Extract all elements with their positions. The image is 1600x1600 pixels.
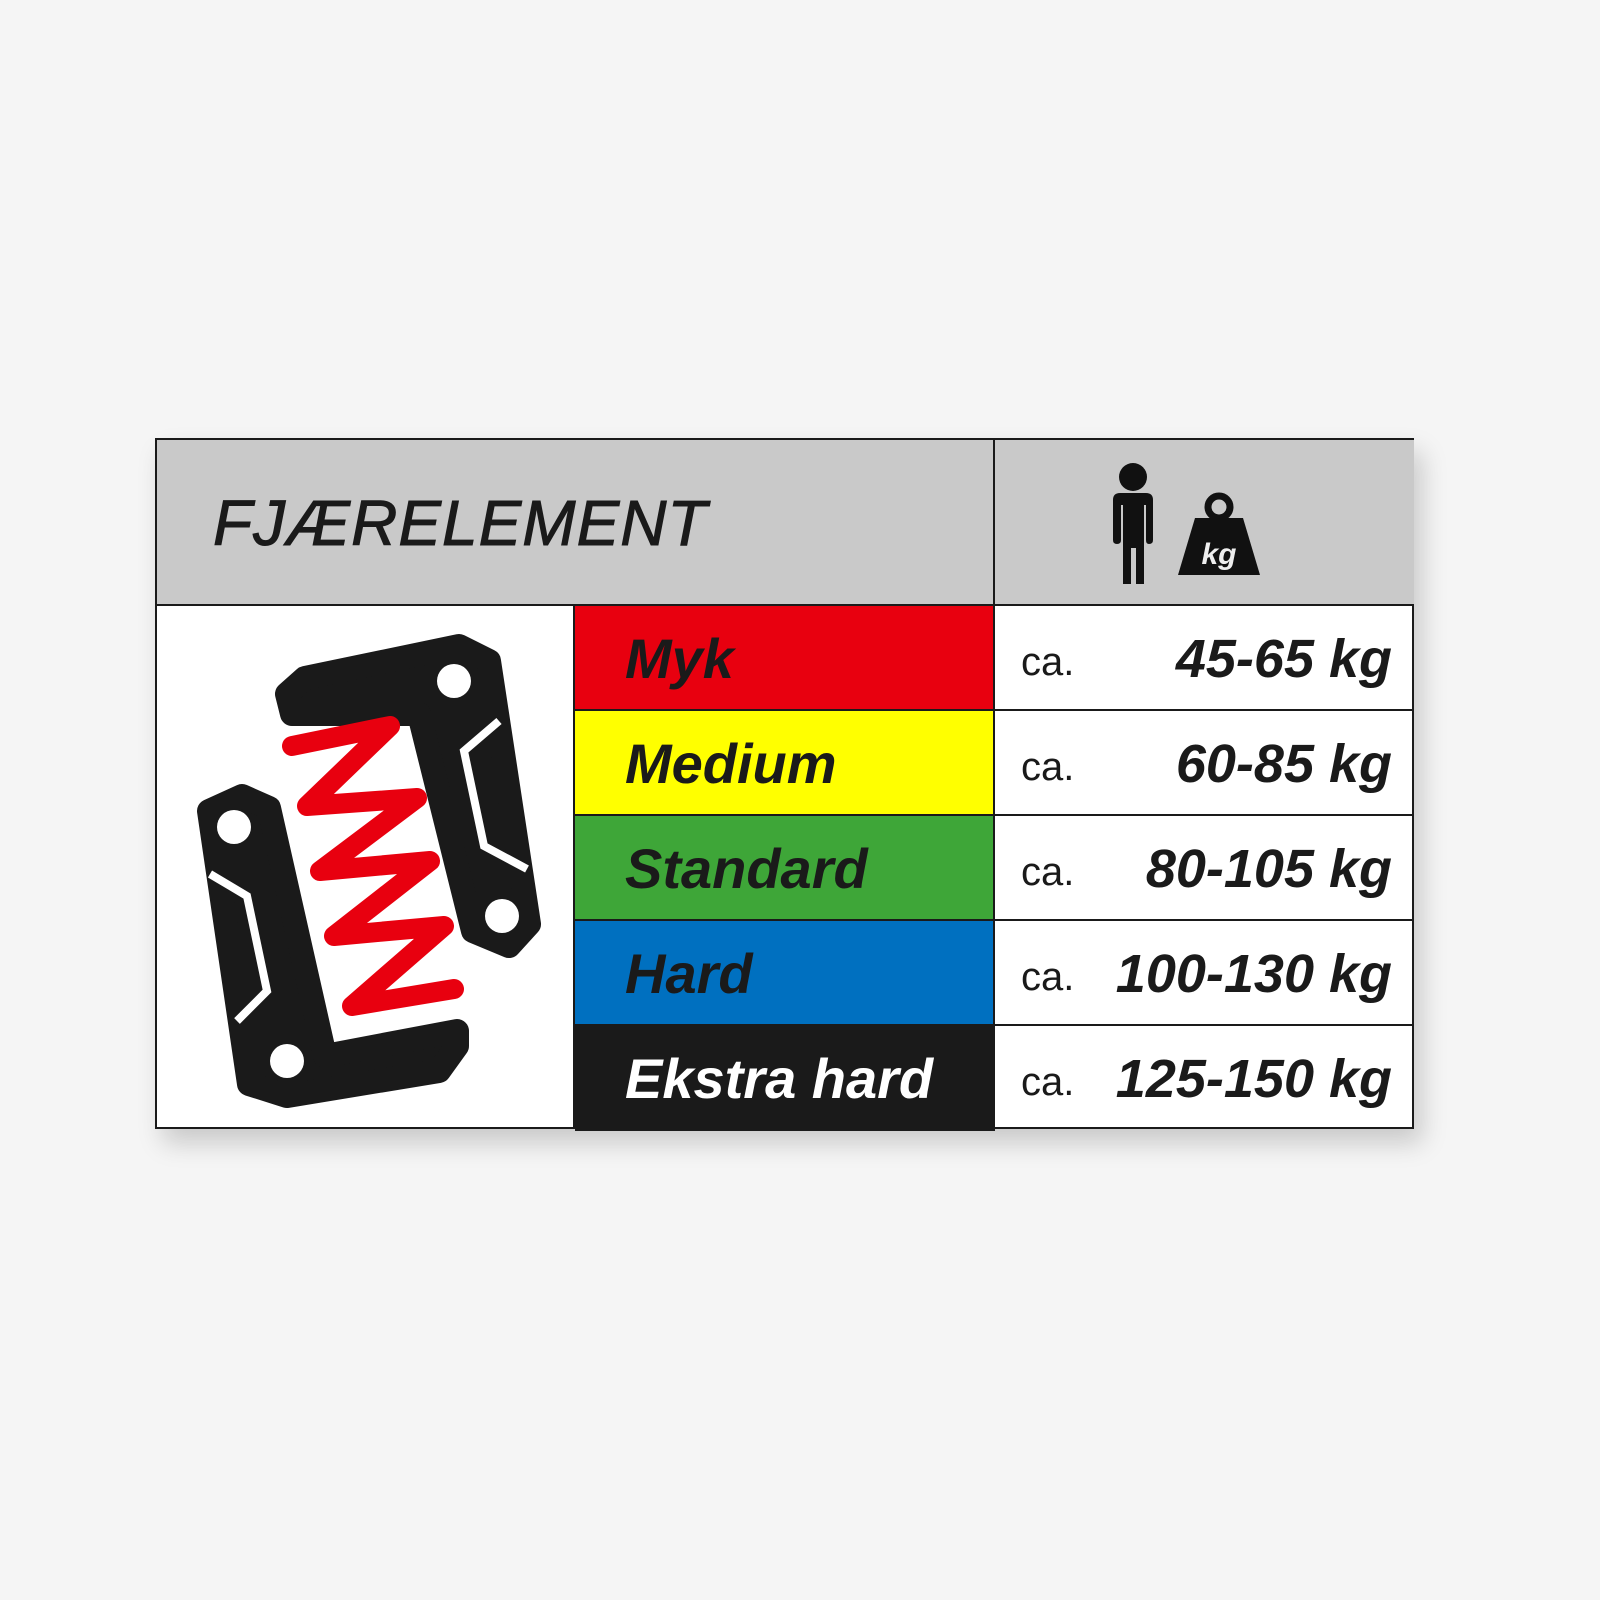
spring-element-icon	[197, 634, 541, 1108]
category-label: Standard	[625, 837, 868, 900]
table-row: Standard ca. 80-105 kg	[575, 816, 1414, 921]
table-row: Medium ca. 60-85 kg	[575, 711, 1414, 816]
stiffness-category: Standard	[575, 816, 995, 919]
table-title: FJÆRELEMENT	[213, 487, 708, 560]
stiffness-category: Medium	[575, 711, 995, 814]
category-label: Ekstra hard	[625, 1047, 934, 1110]
approx-prefix: ca.	[1021, 850, 1075, 894]
svg-text:kg: kg	[1201, 538, 1236, 571]
approx-prefix: ca.	[1021, 1060, 1075, 1104]
category-label: Myk	[625, 627, 734, 690]
weight-range: 80-105 kg	[1145, 839, 1392, 899]
stiffness-category: Hard	[575, 921, 995, 1024]
spring-element-table: FJÆRELEMENT kg	[155, 438, 1414, 1131]
weight-range: 100-130 kg	[1115, 944, 1392, 1004]
header-weight-cell: kg	[995, 440, 1414, 606]
person-icon	[1113, 463, 1153, 584]
approx-prefix: ca.	[1021, 745, 1075, 789]
spring-illustration-cell	[157, 606, 575, 1129]
table-row: Ekstra hard ca. 125-150 kg	[575, 1026, 1414, 1131]
category-label: Hard	[625, 942, 753, 1005]
stiffness-category: Myk	[575, 606, 995, 709]
weight-kg-icon: kg	[1178, 492, 1260, 575]
weight-range: 45-65 kg	[1175, 629, 1392, 689]
weight-range: 60-85 kg	[1175, 734, 1392, 794]
stiffness-category: Ekstra hard	[575, 1026, 995, 1131]
weight-range: 125-150 kg	[1115, 1049, 1392, 1109]
approx-prefix: ca.	[1021, 955, 1075, 999]
category-label: Medium	[625, 732, 837, 795]
header-title-cell: FJÆRELEMENT	[157, 440, 995, 606]
table-row: Myk ca. 45-65 kg	[575, 606, 1414, 711]
table-row: Hard ca. 100-130 kg	[575, 921, 1414, 1026]
approx-prefix: ca.	[1021, 640, 1075, 684]
